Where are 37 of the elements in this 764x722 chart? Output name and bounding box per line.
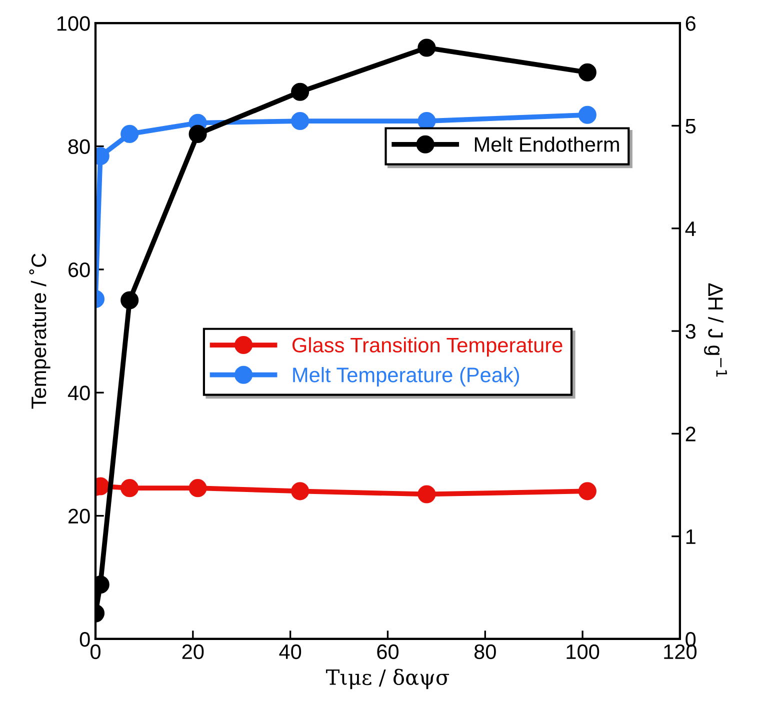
x-tick-label: 60: [377, 644, 399, 660]
y2-tick-label: 2: [686, 426, 696, 442]
point: [578, 63, 596, 82]
y-tick-label: 60: [68, 262, 90, 278]
x-tick-label: 40: [279, 644, 302, 660]
point: [188, 124, 207, 143]
point: [188, 479, 207, 498]
point: [120, 479, 139, 498]
x-tick-label: 0: [90, 644, 100, 660]
y2-tick-label: 1: [686, 530, 696, 544]
point: [418, 38, 436, 57]
y-tick-label: 0: [80, 632, 90, 647]
x-tick-label: 80: [474, 644, 496, 660]
y2-tick-label: 5: [686, 118, 696, 134]
x-tick-label: 100: [566, 644, 600, 660]
y2-tick-label: 3: [686, 324, 696, 339]
y-tick-label: 80: [68, 139, 90, 154]
legend-label: Melt Endotherm: [474, 136, 619, 152]
point: [291, 482, 310, 500]
point: [120, 124, 139, 143]
point: [291, 82, 310, 101]
point: [578, 106, 596, 124]
legend-label: Melt Temperature (Peak): [293, 367, 520, 386]
point: [578, 482, 596, 500]
y2-axis-title: ∆H / J g$^{−1}$: [704, 283, 727, 377]
point: [418, 485, 436, 504]
point: [291, 112, 310, 130]
x-tick-label: 20: [182, 644, 204, 660]
x-axis-title: Τιμε / δαψσ: [326, 668, 450, 690]
y2-tick-label: 4: [685, 222, 696, 236]
y2-tick-label: 6: [686, 16, 696, 31]
legend-label: Glass Transition Temperature: [292, 337, 562, 357]
y-tick-label: 40: [68, 386, 90, 400]
point: [120, 291, 139, 310]
y-axis-title: Temperature / ˚C: [29, 254, 50, 409]
y-tick-label: 20: [68, 508, 90, 524]
y-tick-label: 100: [57, 16, 90, 31]
